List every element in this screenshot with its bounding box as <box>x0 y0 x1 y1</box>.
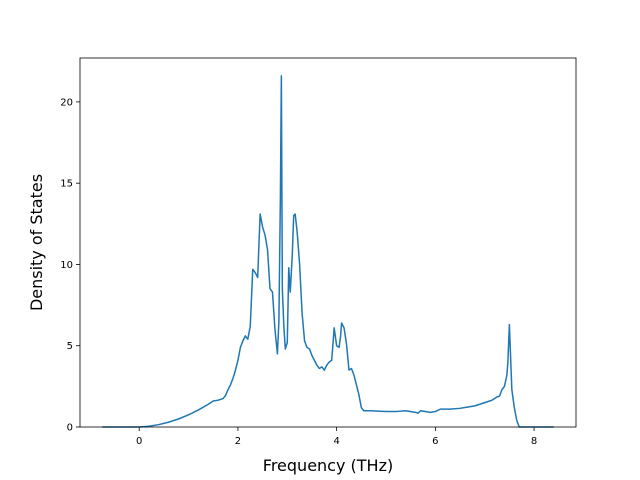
plot-frame <box>79 57 577 428</box>
x-tick-label: 0 <box>136 436 142 447</box>
y-tick-label: 5 <box>67 341 73 352</box>
x-axis-label: Frequency (THz) <box>263 456 393 475</box>
y-tick-label: 15 <box>60 179 73 190</box>
x-tick-label: 4 <box>333 436 339 447</box>
y-tick-label: 0 <box>67 423 73 434</box>
dos-series-line <box>102 75 554 428</box>
x-tick-label: 6 <box>432 436 438 447</box>
x-tick-label: 2 <box>235 436 241 447</box>
y-tick-label: 10 <box>60 260 73 271</box>
tick-group: 0 2 4 6 8 0 5 10 15 20 <box>60 97 537 447</box>
x-tick-label: 8 <box>531 436 537 447</box>
y-axis-label: Density of States <box>27 174 46 311</box>
y-tick-label: 20 <box>60 97 73 108</box>
